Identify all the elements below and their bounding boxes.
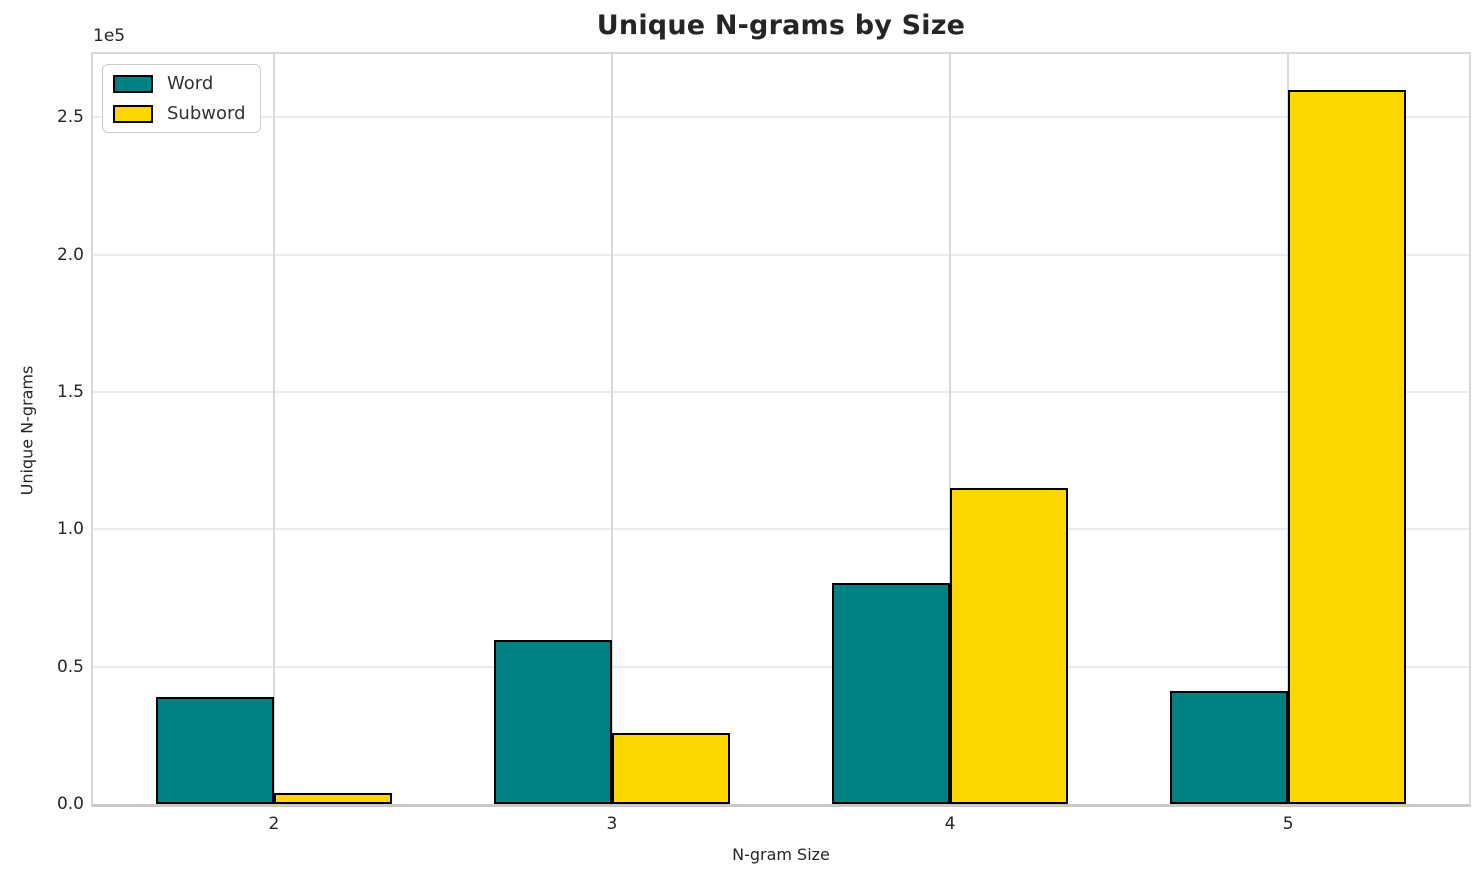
x-tick-label: 5 (1282, 814, 1294, 834)
legend-item-word: Word (113, 73, 246, 94)
x-axis-ticks: 2 3 4 5 (93, 54, 1469, 834)
legend-item-subword: Subword (113, 103, 246, 124)
vertical-gridline (610, 54, 613, 804)
horizontal-gridline (93, 116, 1469, 119)
legend: Word Subword (102, 64, 261, 133)
y-axis-offset-label: 1e5 (93, 26, 126, 46)
legend-label: Subword (167, 103, 246, 124)
x-axis-title: N-gram Size (732, 845, 830, 864)
bar-subword-4 (950, 488, 1069, 804)
legend-swatch-icon (113, 74, 153, 93)
y-axis-ticks: 0.0 0.5 1.0 1.5 2.0 2.5 (57, 54, 1469, 814)
y-axis-title: Unique N-grams (17, 365, 37, 496)
x-tick-label: 4 (944, 814, 956, 834)
y-tick-label: 0.5 (56, 656, 84, 677)
bar-word-2 (155, 696, 274, 804)
y-tick-label: 1.0 (56, 519, 84, 540)
y-tick-label: 1.5 (56, 381, 84, 402)
horizontal-gridline (93, 528, 1469, 531)
y-tick-label: 2.0 (56, 244, 84, 265)
horizontal-gridline (93, 665, 1469, 668)
vertical-gridline (272, 54, 275, 804)
chart-title: Unique N-grams by Size (596, 10, 966, 41)
plot-area: 0.0 0.5 1.0 1.5 2.0 2.5 2 3 4 5 Word Subword (57, 52, 1471, 834)
y-tick-label: 0.0 (56, 794, 84, 814)
bar-subword-5 (1288, 89, 1407, 804)
bar-word-3 (493, 640, 612, 804)
bar-word-5 (1169, 690, 1289, 804)
x-tick-label: 2 (268, 814, 280, 834)
legend-label: Word (167, 73, 214, 94)
vertical-gridline (949, 54, 952, 804)
horizontal-gridline (93, 253, 1469, 256)
y-tick-label: 2.5 (56, 107, 84, 128)
bar-subword-2 (273, 793, 393, 804)
bar-layer (93, 54, 1469, 804)
legend-swatch-icon (113, 104, 153, 123)
bar-subword-3 (611, 732, 731, 804)
x-tick-label: 3 (606, 814, 618, 834)
horizontal-gridline (93, 390, 1469, 393)
bar-word-4 (831, 582, 951, 804)
